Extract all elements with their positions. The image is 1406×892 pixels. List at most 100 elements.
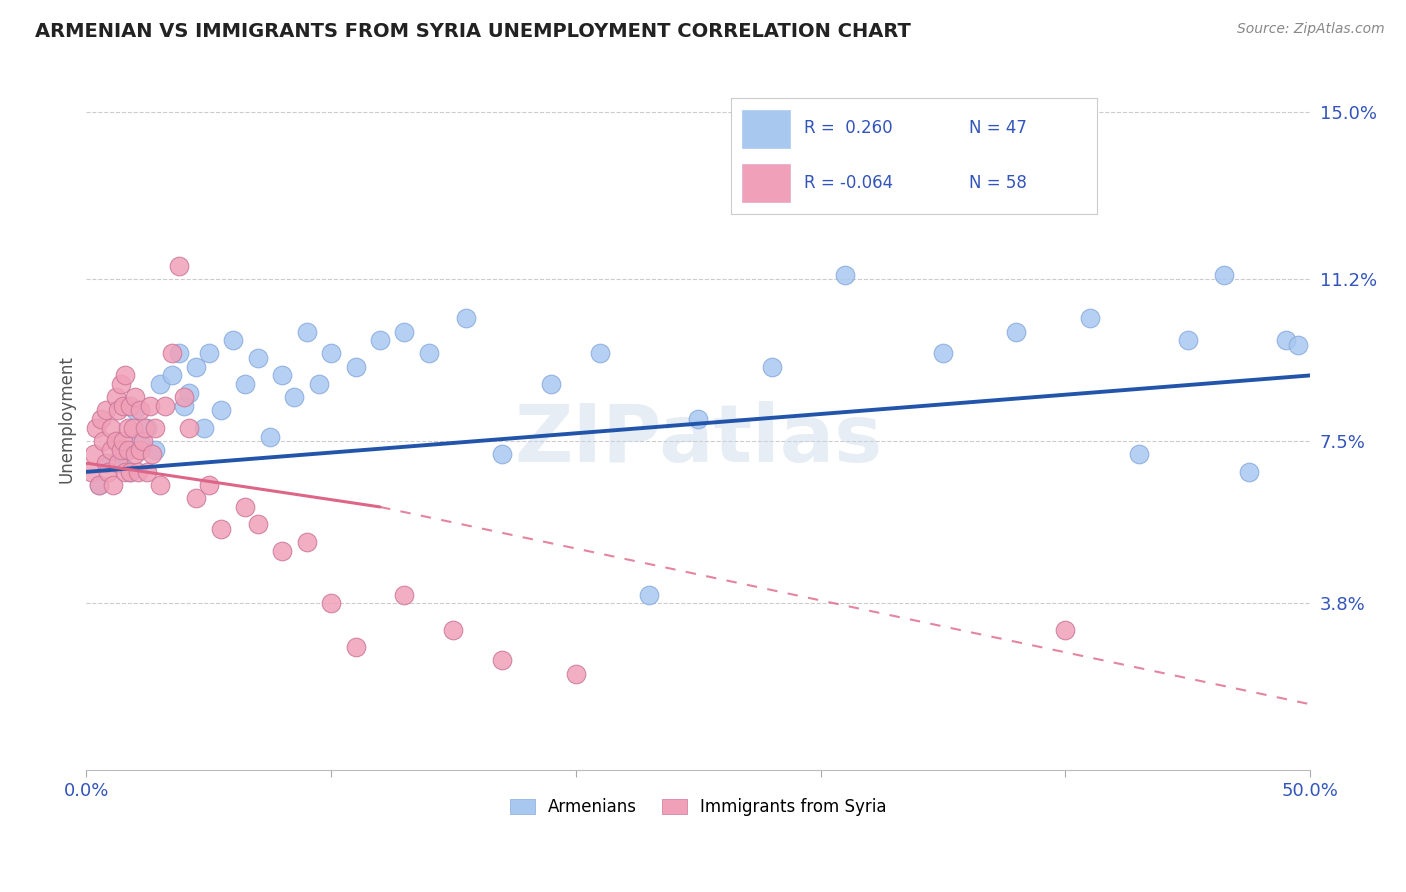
Point [143, 442, 166, 457]
Point [153, 399, 176, 413]
Point [94, 456, 117, 470]
Point [173, 399, 195, 413]
Point [90, 412, 112, 426]
Point [1078, 311, 1101, 326]
Point [139, 399, 162, 413]
Point [344, 359, 367, 374]
Point [80, 465, 103, 479]
Point [491, 447, 513, 461]
Text: N = 47: N = 47 [969, 120, 1026, 137]
Point [688, 412, 710, 426]
Point [295, 535, 318, 549]
Point [124, 390, 146, 404]
Y-axis label: Unemployment: Unemployment [58, 355, 75, 483]
Point [149, 478, 172, 492]
Point [84, 421, 107, 435]
Point [308, 377, 330, 392]
Point [111, 447, 134, 461]
Point [186, 359, 208, 374]
Point [129, 403, 152, 417]
Point [169, 259, 191, 273]
Point [1286, 337, 1309, 351]
Point [104, 390, 127, 404]
Point [394, 325, 416, 339]
Point [104, 434, 127, 449]
Point [136, 421, 159, 435]
Text: ARMENIAN VS IMMIGRANTS FROM SYRIA UNEMPLOYMENT CORRELATION CHART: ARMENIAN VS IMMIGRANTS FROM SYRIA UNEMPL… [35, 22, 911, 41]
Point [97, 465, 120, 479]
Point [368, 334, 391, 348]
Point [209, 403, 232, 417]
Point [124, 447, 146, 461]
Point [565, 666, 588, 681]
Point [87, 478, 110, 492]
Point [121, 421, 143, 435]
Point [103, 478, 125, 492]
Point [107, 456, 129, 470]
Point [83, 447, 105, 461]
Text: R = -0.064: R = -0.064 [804, 174, 893, 192]
Point [107, 403, 129, 417]
Point [160, 346, 183, 360]
Point [100, 442, 122, 457]
Point [197, 346, 219, 360]
Point [271, 368, 294, 383]
Point [1005, 325, 1028, 339]
Text: N = 58: N = 58 [969, 174, 1026, 192]
Point [149, 377, 172, 392]
Point [259, 430, 281, 444]
Point [117, 442, 139, 457]
Point [1054, 623, 1077, 637]
Point [761, 359, 783, 374]
Point [87, 478, 110, 492]
Point [235, 377, 257, 392]
Point [141, 447, 163, 461]
Point [114, 368, 136, 383]
Point [177, 386, 200, 401]
FancyBboxPatch shape [742, 110, 790, 148]
Point [394, 588, 416, 602]
Point [834, 268, 856, 282]
Point [344, 640, 367, 655]
Point [131, 434, 153, 449]
Point [114, 465, 136, 479]
Point [186, 491, 208, 505]
Text: Source: ZipAtlas.com: Source: ZipAtlas.com [1237, 22, 1385, 37]
Point [120, 399, 142, 413]
Point [129, 434, 152, 449]
Point [110, 377, 132, 392]
Point [127, 465, 149, 479]
Point [169, 346, 191, 360]
Point [94, 403, 117, 417]
Point [129, 442, 152, 457]
Point [283, 390, 305, 404]
Text: ZIPatlas: ZIPatlas [515, 401, 883, 479]
Point [932, 346, 955, 360]
Point [100, 421, 122, 435]
Point [319, 346, 342, 360]
Point [100, 456, 122, 470]
Point [193, 421, 215, 435]
Point [295, 325, 318, 339]
Point [120, 465, 142, 479]
Point [235, 500, 257, 514]
Point [110, 442, 132, 457]
Point [638, 588, 661, 602]
FancyBboxPatch shape [742, 164, 790, 202]
Point [319, 596, 342, 610]
Point [1274, 334, 1296, 348]
Point [209, 522, 232, 536]
Point [177, 421, 200, 435]
Point [124, 403, 146, 417]
Point [540, 377, 562, 392]
Point [111, 434, 134, 449]
Point [1213, 268, 1236, 282]
Point [197, 478, 219, 492]
Point [491, 653, 513, 667]
Point [117, 421, 139, 435]
Point [222, 334, 245, 348]
Point [93, 434, 115, 449]
Point [441, 623, 464, 637]
Point [1128, 447, 1150, 461]
Point [271, 543, 294, 558]
